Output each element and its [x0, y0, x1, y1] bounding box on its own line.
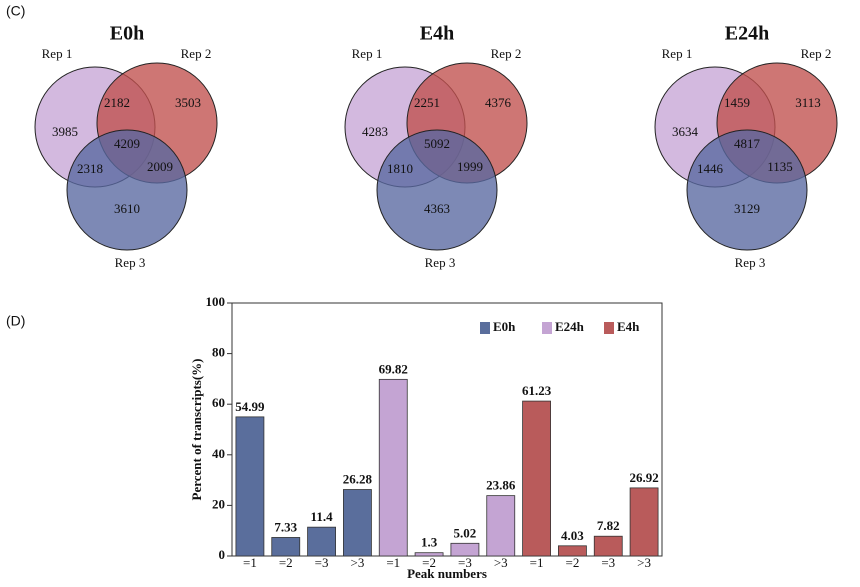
- region-value: 2182: [104, 95, 130, 110]
- legend-swatch: [480, 322, 490, 334]
- value-label: 4.03: [561, 528, 584, 543]
- region-value: 1135: [767, 159, 793, 174]
- region-value: 4209: [114, 136, 140, 151]
- bar: [522, 400, 551, 557]
- set-label: Rep 1: [662, 46, 693, 61]
- bar: [629, 487, 659, 557]
- value-label: 69.82: [379, 361, 408, 376]
- panel-label: (C): [6, 3, 25, 19]
- venn-circle: [376, 129, 498, 251]
- x-tick-label: =3: [458, 555, 472, 570]
- legend-swatch: [604, 322, 614, 334]
- value-label: 26.92: [629, 470, 658, 485]
- region-value: 1459: [724, 95, 750, 110]
- region-value: 3985: [52, 124, 78, 139]
- value-label: 7.33: [274, 519, 297, 534]
- x-tick-label: =3: [315, 555, 329, 570]
- region-value: 1810: [387, 161, 413, 176]
- x-tick-label: =1: [243, 555, 257, 570]
- x-tick-label: =2: [279, 555, 293, 570]
- venn-circle: [686, 129, 808, 251]
- region-value: 4363: [424, 201, 450, 216]
- bar: [307, 526, 336, 557]
- region-value: 1999: [457, 159, 483, 174]
- set-label: Rep 3: [425, 255, 456, 270]
- region-value: 2251: [414, 95, 440, 110]
- x-tick-label: =2: [422, 555, 436, 570]
- set-label: Rep 2: [181, 46, 212, 61]
- bar: [414, 552, 444, 557]
- x-tick-label: =1: [386, 555, 400, 570]
- value-label: 1.3: [421, 535, 438, 550]
- y-tick-label: 20: [212, 496, 225, 511]
- x-tick-label: >3: [637, 555, 651, 570]
- value-label: 54.99: [235, 399, 265, 414]
- set-label: Rep 3: [115, 255, 146, 270]
- set-label: Rep 3: [735, 255, 766, 270]
- plot-frame: [231, 302, 663, 557]
- y-axis-label: Percent of transcripts(%): [189, 359, 204, 501]
- y-tick-label: 0: [219, 547, 226, 562]
- venn-title: E24h: [725, 23, 769, 45]
- bar: [343, 489, 372, 557]
- region-value: 3634: [672, 124, 699, 139]
- y-tick-label: 80: [212, 345, 225, 360]
- legend-label: E4h: [617, 319, 640, 334]
- value-label: 26.28: [343, 471, 373, 486]
- panel-label: (D): [6, 313, 25, 329]
- x-tick-label: =1: [530, 555, 544, 570]
- x-tick-label: =3: [601, 555, 615, 570]
- bar: [235, 416, 265, 557]
- region-value: 2009: [147, 159, 173, 174]
- venn-title: E4h: [420, 23, 454, 45]
- legend-label: E24h: [555, 319, 585, 334]
- set-label: Rep 1: [352, 46, 383, 61]
- value-label: 61.23: [522, 383, 552, 398]
- bar: [271, 537, 301, 557]
- region-value: 2318: [77, 161, 103, 176]
- x-axis-label: Peak numbers: [407, 566, 487, 581]
- y-tick-label: 100: [206, 294, 226, 309]
- bar: [593, 535, 623, 557]
- region-value: 3129: [734, 201, 760, 216]
- region-value: 4376: [485, 95, 512, 110]
- set-label: Rep 1: [42, 46, 73, 61]
- region-value: 3113: [795, 95, 821, 110]
- region-value: 4283: [362, 124, 388, 139]
- region-value: 1446: [697, 161, 724, 176]
- venn-title: E0h: [110, 23, 144, 45]
- venn-circle: [66, 129, 188, 251]
- bar: [486, 495, 516, 557]
- bar: [558, 545, 587, 557]
- x-tick-label: =2: [565, 555, 579, 570]
- bar: [450, 542, 480, 557]
- bar: [378, 378, 408, 557]
- y-tick-label: 60: [212, 395, 225, 410]
- region-value: 5092: [424, 136, 450, 151]
- region-value: 3610: [114, 201, 140, 216]
- x-tick-label: >3: [494, 555, 508, 570]
- set-label: Rep 2: [491, 46, 522, 61]
- x-tick-label: >3: [350, 555, 364, 570]
- value-label: 11.4: [311, 509, 334, 524]
- region-value: 3503: [175, 95, 201, 110]
- y-tick-label: 40: [212, 446, 225, 461]
- region-value: 4817: [734, 136, 761, 151]
- value-label: 7.82: [597, 518, 620, 533]
- legend-swatch: [542, 322, 552, 334]
- value-label: 23.86: [486, 478, 516, 493]
- set-label: Rep 2: [801, 46, 832, 61]
- value-label: 5.02: [454, 525, 477, 540]
- legend-label: E0h: [493, 319, 516, 334]
